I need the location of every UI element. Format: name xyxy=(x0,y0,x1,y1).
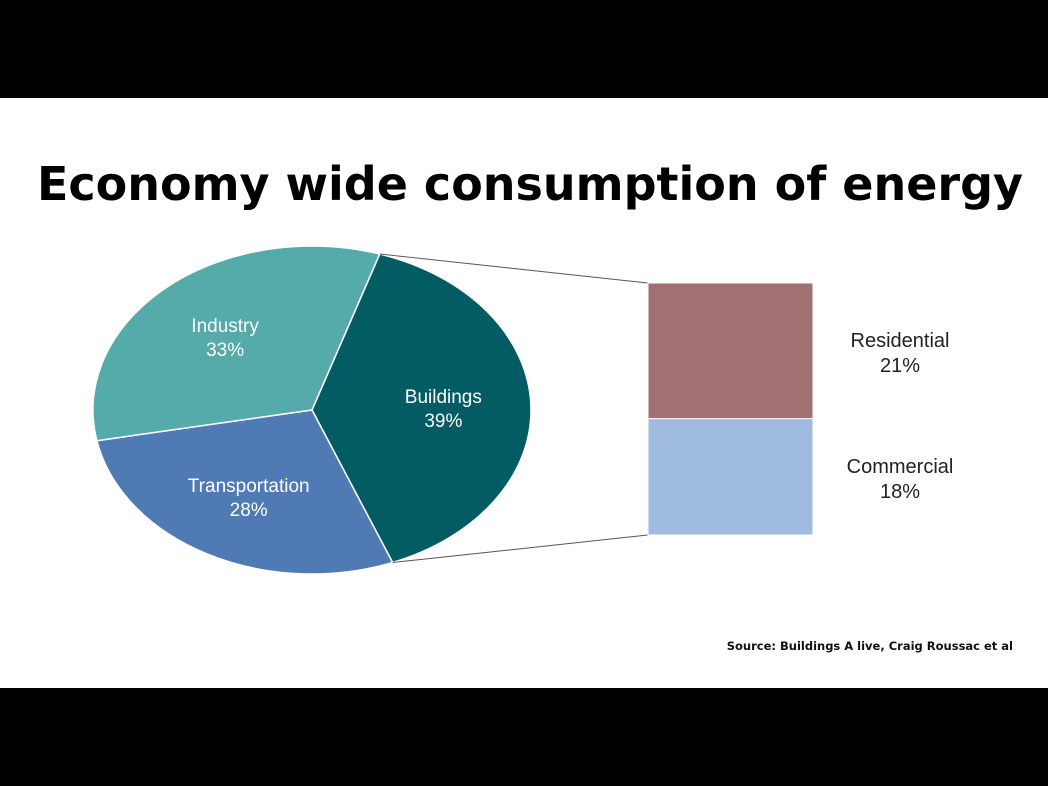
connector-line-top xyxy=(379,253,649,284)
chart-title: Economy wide consumption of energy xyxy=(37,157,1023,211)
pie-label-transportation: Transportation xyxy=(188,476,310,497)
bar-segment-residential xyxy=(647,282,814,420)
connector-line-bottom xyxy=(392,534,649,563)
pie-slice-transportation xyxy=(95,409,394,575)
energy-chart: Economy wide consumption of energy Build… xyxy=(37,157,1023,653)
pie-slice-industry xyxy=(92,245,381,442)
source-note: Source: Buildings A live, Craig Roussac … xyxy=(727,639,1013,653)
buildings-breakdown-bar: Residential 21% Commercial 18% xyxy=(647,282,954,536)
pie-value-industry: 33% xyxy=(206,340,244,361)
pie-value-buildings: 39% xyxy=(424,411,462,432)
pie-label-buildings: Buildings xyxy=(405,387,482,408)
pie-chart: Buildings 39% Transportation 28% Industry 33% xyxy=(92,245,532,575)
bar-segment-commercial xyxy=(647,418,814,536)
pie-label-industry: Industry xyxy=(191,316,259,337)
bar-label-commercial: Commercial xyxy=(847,456,954,478)
bar-value-commercial: 18% xyxy=(880,481,920,503)
bar-label-residential: Residential xyxy=(851,330,950,352)
breakdown-connectors xyxy=(379,253,649,563)
pie-slice-buildings xyxy=(311,253,532,564)
bar-value-residential: 21% xyxy=(880,355,920,377)
slide: Economy wide consumption of energy Build… xyxy=(0,98,1048,688)
pie-value-transportation: 28% xyxy=(230,500,268,521)
